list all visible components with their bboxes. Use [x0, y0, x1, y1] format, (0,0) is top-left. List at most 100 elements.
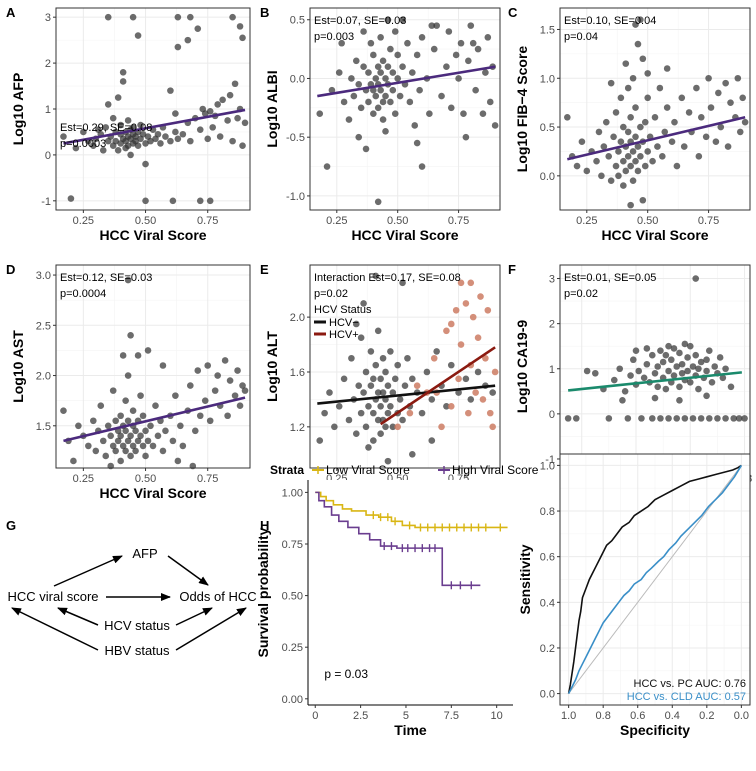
- data-point: [615, 172, 622, 180]
- data-point: [394, 75, 401, 82]
- data-point: [607, 177, 615, 185]
- data-point: [714, 415, 721, 422]
- data-point-hcv-pos: [406, 409, 414, 417]
- data-point: [433, 22, 440, 29]
- data-point: [377, 430, 384, 438]
- data-point: [640, 374, 648, 382]
- data-point: [162, 133, 169, 140]
- data-point: [187, 137, 194, 145]
- x-tick-label: 0.6: [630, 710, 645, 722]
- y-tick-label: 2: [549, 319, 555, 331]
- y-tick-label: 0.4: [540, 597, 555, 609]
- data-point: [377, 402, 384, 410]
- data-point: [80, 128, 87, 136]
- y-tick-label: -0.5: [286, 132, 305, 144]
- data-point: [676, 397, 683, 404]
- data-point: [663, 104, 671, 111]
- data-point: [335, 69, 343, 76]
- data-point: [137, 432, 144, 440]
- data-point: [129, 407, 137, 415]
- data-point: [345, 116, 353, 123]
- data-point: [668, 138, 676, 145]
- y-tick-label: 0.0: [540, 689, 555, 701]
- data-point: [703, 392, 710, 400]
- data-point: [389, 423, 397, 431]
- data-point: [643, 360, 651, 368]
- data-point-hcv-pos: [447, 320, 455, 328]
- data-point-hcv-pos: [452, 306, 460, 314]
- data-point: [678, 94, 686, 102]
- data-point: [418, 163, 426, 170]
- data-point: [665, 415, 672, 422]
- x-tick-label: 0.8: [596, 710, 611, 722]
- y-axis-title: Sensitivity: [517, 544, 533, 614]
- x-tick-label: 2.5: [353, 710, 368, 722]
- data-point: [667, 356, 675, 364]
- data-point: [124, 142, 132, 150]
- annotation-pvalue: p=0.0004: [60, 288, 106, 300]
- data-point: [399, 279, 406, 287]
- node-hcv-status: HCV status: [104, 618, 170, 633]
- data-point: [662, 385, 670, 393]
- data-point: [122, 427, 129, 435]
- y-tick-label: 0.0: [290, 73, 305, 85]
- data-point: [219, 96, 226, 104]
- x-axis-title: Time: [394, 722, 427, 738]
- data-point: [465, 57, 472, 65]
- fit-line: [317, 65, 496, 98]
- data-point: [741, 415, 748, 422]
- data-point: [221, 357, 229, 364]
- data-point: [654, 143, 661, 150]
- y-tick-label: 2.0: [36, 371, 51, 383]
- data-point: [372, 75, 380, 82]
- data-point: [374, 327, 382, 335]
- data-point: [365, 402, 372, 410]
- data-point: [124, 276, 132, 284]
- panel-h-chart: 0 2.5 5 7.5 10 0.00 0.25 0.50 0.75 1.00 Time Surviv…: [255, 463, 539, 738]
- data-point: [654, 383, 662, 391]
- data-point: [428, 22, 436, 29]
- data-point: [382, 368, 389, 376]
- data-point: [657, 347, 664, 355]
- data-point: [129, 13, 137, 21]
- data-point: [639, 196, 647, 204]
- x-tick-label: 0.50: [637, 215, 658, 227]
- data-point-hcv-pos: [474, 334, 482, 341]
- data-point: [622, 167, 630, 175]
- data-point: [209, 124, 216, 131]
- data-point: [641, 118, 649, 126]
- data-point-hcv-pos: [413, 382, 421, 390]
- data-point: [593, 157, 600, 165]
- data-point: [564, 113, 571, 121]
- data-point: [741, 118, 749, 126]
- x-tick-label: 0.0: [734, 710, 749, 722]
- data-point: [139, 130, 147, 138]
- data-point: [605, 153, 613, 160]
- data-point: [196, 126, 204, 133]
- data-point-hcv-pos: [477, 293, 484, 300]
- data-point: [605, 415, 613, 422]
- data-point-hcv-pos: [484, 306, 492, 314]
- data-point: [391, 28, 399, 35]
- data-point: [624, 128, 632, 136]
- data-point: [114, 147, 122, 154]
- legend-label: High Viral Score: [452, 463, 539, 477]
- data-point: [348, 354, 355, 362]
- data-point: [707, 104, 715, 111]
- data-point: [617, 138, 625, 145]
- data-point: [649, 157, 656, 165]
- data-point: [326, 389, 333, 396]
- data-point: [370, 375, 377, 383]
- data-point: [379, 354, 387, 362]
- data-point: [643, 345, 651, 352]
- data-point: [396, 92, 404, 100]
- data-point: [224, 412, 231, 420]
- data-point: [409, 69, 416, 76]
- data-point: [72, 144, 80, 152]
- data-point: [651, 113, 659, 121]
- data-point: [662, 351, 670, 359]
- x-tick-label: 0.25: [73, 473, 94, 485]
- data-point: [374, 416, 382, 424]
- data-point: [654, 363, 662, 370]
- y-axis-title: Log10 ALBI: [264, 70, 280, 147]
